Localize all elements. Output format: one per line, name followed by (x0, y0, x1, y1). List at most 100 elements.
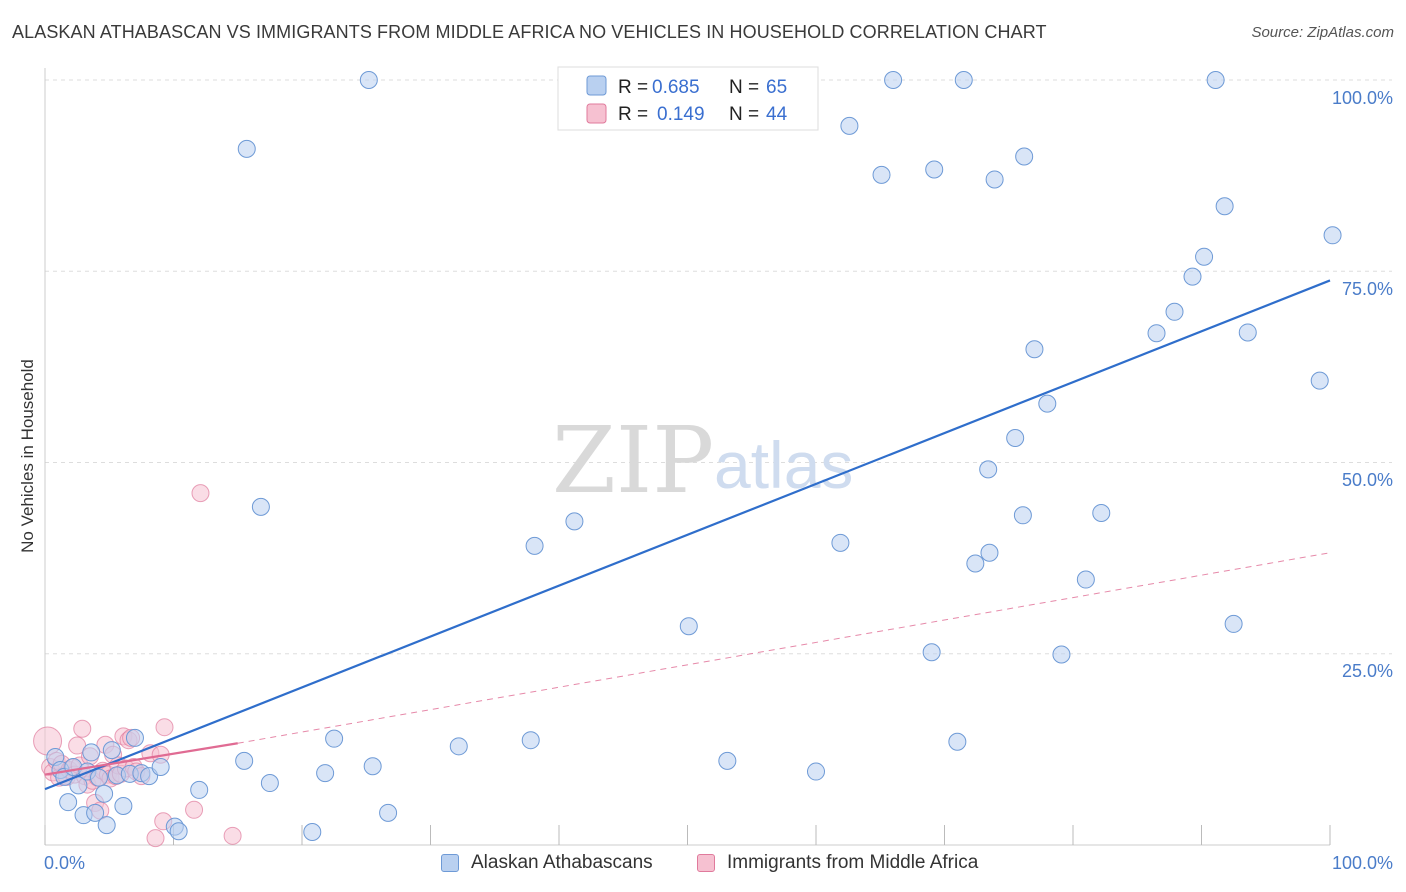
legend-r-value-pink: 0.149 (657, 104, 705, 125)
point-athabascan (86, 803, 105, 822)
point-athabascan (521, 731, 540, 750)
series-immigrants-middle-africa (33, 484, 242, 848)
trend-line-middle-africa-dashed (237, 552, 1331, 744)
point-middle-africa (146, 829, 165, 848)
watermark: ZIP atlas (552, 407, 853, 514)
y-tick-label-100: 100.0% (1332, 88, 1393, 108)
legend-swatch-blue (586, 75, 607, 96)
point-athabascan (235, 751, 254, 770)
point-athabascan (884, 71, 903, 89)
point-athabascan (125, 728, 144, 747)
x-tick-label-0: 0.0% (44, 853, 85, 873)
point-athabascan (260, 774, 279, 793)
watermark-atlas: atlas (714, 428, 853, 502)
point-middle-africa (73, 719, 92, 738)
y-tick-label-25: 25.0% (1342, 661, 1393, 681)
point-athabascan (922, 643, 941, 662)
point-athabascan (95, 784, 114, 803)
legend-n-value-blue: 65 (766, 77, 787, 98)
point-athabascan (449, 737, 468, 756)
point-athabascan (97, 816, 116, 835)
y-tick-label-50: 50.0% (1342, 470, 1393, 490)
point-athabascan (1013, 506, 1032, 525)
point-athabascan (1310, 371, 1329, 390)
legend-n-label-blue: N = (729, 77, 759, 98)
legend-r-value-blue: 0.685 (652, 77, 700, 98)
point-athabascan (1092, 503, 1111, 522)
point-athabascan (1238, 323, 1257, 342)
legend-label-athabascans: Alaskan Athabascans (471, 852, 653, 873)
point-athabascan (565, 512, 584, 531)
point-athabascan (82, 743, 101, 762)
point-athabascan (102, 741, 121, 760)
legend-n-label-pink: N = (729, 104, 759, 125)
grid-layer (44, 68, 1392, 846)
point-athabascan (359, 71, 378, 89)
point-athabascan (1183, 267, 1202, 286)
point-athabascan (89, 768, 108, 787)
point-athabascan (525, 536, 544, 555)
point-athabascan (925, 160, 944, 179)
legend-r-label-blue: R = (618, 77, 648, 98)
legend-item-immigrants-middle-africa: Immigrants from Middle Africa (697, 852, 978, 874)
point-middle-africa (155, 718, 174, 737)
legend-r-label-pink: R = (618, 104, 648, 125)
point-athabascan (59, 793, 78, 812)
trend-line-middle-africa (44, 742, 238, 776)
y-tick-label-75: 75.0% (1342, 279, 1393, 299)
point-athabascan (1224, 614, 1243, 633)
point-athabascan (980, 543, 999, 562)
point-athabascan (1052, 645, 1071, 664)
series-legend: Alaskan Athabascans Immigrants from Midd… (0, 852, 1406, 878)
point-athabascan (966, 554, 985, 573)
trend-line-athabascans (44, 279, 1331, 791)
point-athabascan (237, 139, 256, 158)
point-athabascan (325, 729, 344, 748)
point-athabascan (1006, 429, 1025, 448)
legend-swatch-middle-africa (697, 854, 715, 872)
point-athabascan (1206, 71, 1225, 89)
point-athabascan (114, 796, 133, 815)
point-athabascan (1165, 302, 1184, 321)
point-athabascan (840, 116, 859, 135)
point-athabascan (1147, 324, 1166, 343)
legend-n-value-pink: 44 (766, 104, 788, 125)
legend-label-middle-africa: Immigrants from Middle Africa (727, 852, 979, 873)
point-athabascan (169, 822, 188, 841)
point-athabascan (1038, 394, 1057, 413)
point-athabascan (985, 170, 1004, 189)
source-credit: Source: ZipAtlas.com (1251, 24, 1394, 41)
point-athabascan (1323, 226, 1342, 245)
point-athabascan (379, 803, 398, 822)
point-athabascan (679, 617, 698, 636)
point-athabascan (872, 165, 891, 184)
point-athabascan (316, 764, 335, 783)
point-athabascan (807, 762, 825, 781)
point-middle-africa (185, 800, 204, 819)
point-athabascan (1215, 197, 1234, 216)
point-middle-africa (191, 484, 210, 503)
legend-swatch-pink (586, 103, 607, 124)
correlation-legend: R = 0.685 N = 65 R = 0.149 N = 44 (557, 66, 819, 131)
point-athabascan (954, 71, 973, 89)
legend-item-alaskan-athabascans: Alaskan Athabascans (441, 852, 653, 874)
trend-lines (44, 279, 1331, 791)
point-athabascan (979, 460, 998, 479)
legend-swatch-athabascans (441, 854, 459, 872)
point-athabascan (1015, 147, 1034, 166)
point-athabascan (718, 751, 737, 770)
point-athabascan (948, 732, 967, 751)
point-athabascan (190, 780, 209, 799)
point-athabascan (1076, 570, 1095, 589)
tick-labels: 100.0% 75.0% 50.0% 25.0% 0.0% 100.0% (44, 88, 1393, 873)
point-athabascan (151, 757, 170, 776)
x-tick-label-100: 100.0% (1332, 853, 1393, 873)
point-athabascan (1025, 340, 1044, 359)
point-athabascan (831, 533, 850, 552)
point-athabascan (303, 822, 322, 841)
point-athabascan (363, 757, 382, 776)
chart-title: ALASKAN ATHABASCAN VS IMMIGRANTS FROM MI… (12, 22, 1047, 42)
watermark-zip: ZIP (552, 407, 714, 514)
point-athabascan (1195, 247, 1214, 266)
